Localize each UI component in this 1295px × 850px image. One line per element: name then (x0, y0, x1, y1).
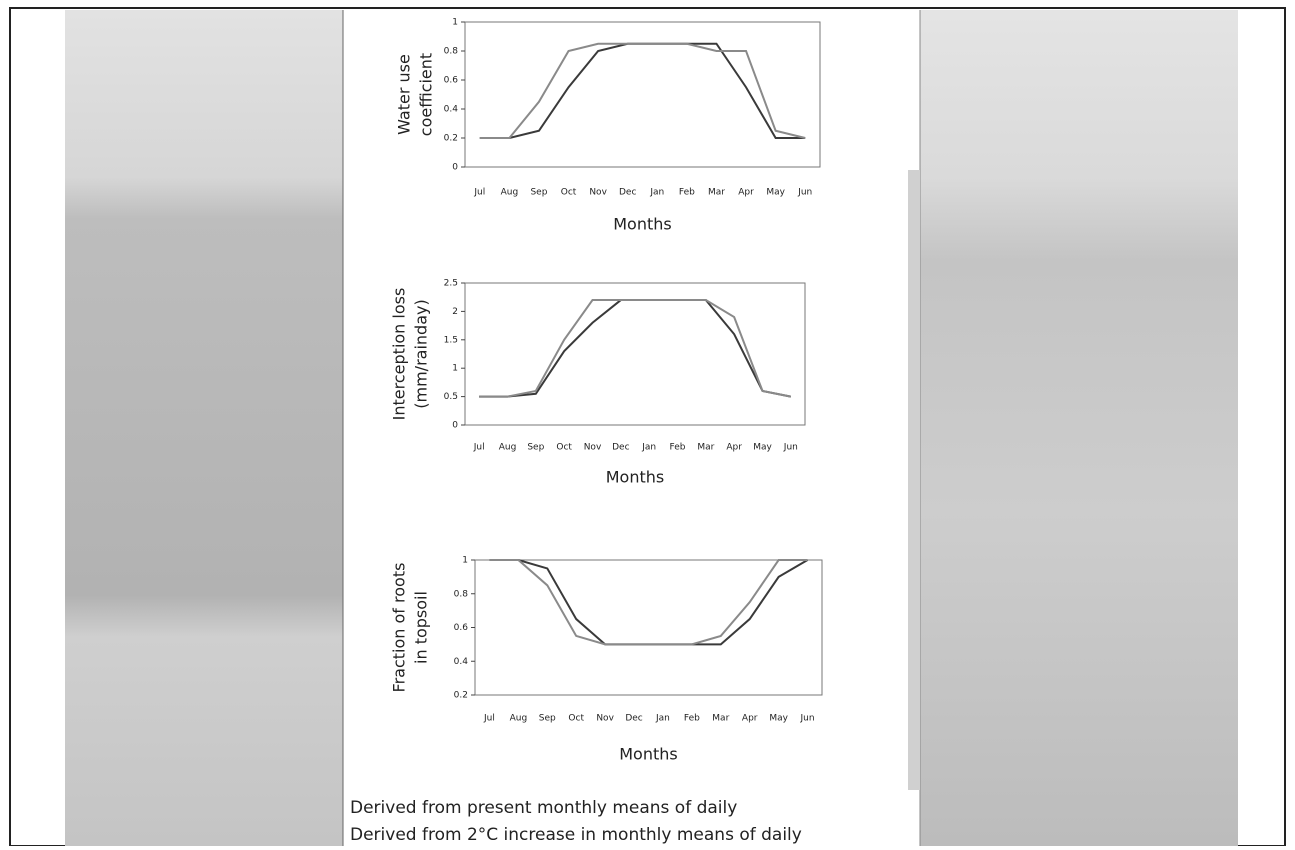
photo-left (65, 10, 343, 846)
series-line (489, 559, 808, 646)
x-tick-label: Apr (726, 443, 742, 453)
note: Derived from 2°C increase in monthly mea… (350, 825, 802, 845)
y-axis-label: Interception loss (390, 288, 409, 421)
y-tick-label: 2 (452, 307, 458, 317)
x-tick-label: Dec (625, 714, 642, 724)
x-tick-label: Jan (641, 443, 656, 453)
y-axis-label: Water use (395, 54, 414, 135)
y-axis-label: coefficient (417, 53, 436, 136)
x-tick-label: Jul (483, 714, 495, 724)
x-tick-label: Aug (501, 188, 519, 198)
x-tick-label: Jun (800, 714, 815, 724)
x-tick-label: Jun (783, 443, 798, 453)
y-tick-label: 0.2 (444, 134, 458, 144)
y-tick-label: 2.5 (444, 279, 458, 289)
panel-shade (908, 170, 920, 790)
series-line (479, 42, 806, 139)
series-line (479, 299, 792, 398)
x-tick-label: Sep (527, 443, 544, 453)
x-tick-label: Feb (679, 188, 695, 198)
note: Derived from present monthly means of da… (350, 798, 737, 818)
y-tick-label: 0.4 (444, 105, 459, 115)
x-tick-label: Feb (670, 443, 686, 453)
plot-area (464, 21, 821, 168)
x-tick-label: Mar (697, 443, 714, 453)
x-tick-label: Jun (797, 188, 812, 198)
y-tick-label: 0.5 (444, 392, 458, 402)
x-tick-label: Nov (584, 443, 602, 453)
x-tick-label: May (769, 714, 788, 724)
x-axis-label: Months (613, 215, 671, 234)
x-tick-label: Jan (655, 714, 670, 724)
photo-right (920, 10, 1238, 846)
plot-area (464, 282, 806, 426)
x-tick-label: Sep (539, 714, 556, 724)
x-tick-label: Apr (742, 714, 758, 724)
x-tick-label: Jan (649, 188, 664, 198)
x-tick-label: Nov (589, 188, 607, 198)
x-tick-label: Mar (708, 188, 725, 198)
x-tick-label: May (753, 443, 772, 453)
y-axis-label: Fraction of roots (390, 563, 409, 693)
x-tick-label: Dec (612, 443, 629, 453)
y-tick-label: 0.2 (454, 691, 468, 701)
x-tick-label: May (766, 188, 785, 198)
x-tick-label: Aug (499, 443, 517, 453)
x-tick-label: Jul (473, 188, 485, 198)
x-axis-label: Months (619, 745, 677, 764)
y-tick-label: 0.8 (454, 589, 469, 599)
center-panel (343, 10, 920, 846)
x-tick-label: Feb (684, 714, 700, 724)
x-tick-label: Dec (619, 188, 636, 198)
x-tick-label: Apr (738, 188, 754, 198)
y-tick-label: 1 (452, 18, 458, 28)
x-tick-label: Sep (530, 188, 547, 198)
y-axis-label: in topsoil (412, 591, 431, 664)
y-tick-label: 0 (452, 421, 458, 431)
y-tick-label: 1 (452, 364, 458, 374)
x-tick-label: Nov (596, 714, 614, 724)
y-tick-label: 0.6 (444, 76, 459, 86)
x-tick-label: Oct (561, 188, 577, 198)
y-tick-label: 1.5 (444, 335, 458, 345)
y-tick-label: 1 (462, 556, 468, 566)
x-tick-label: Jul (473, 443, 485, 453)
x-tick-label: Oct (556, 443, 572, 453)
y-tick-label: 0.6 (454, 623, 469, 633)
y-axis-label: (mm/rainday) (412, 299, 431, 408)
x-tick-label: Mar (712, 714, 729, 724)
y-tick-label: 0.4 (454, 657, 469, 667)
x-tick-label: Oct (568, 714, 584, 724)
y-tick-label: 0.8 (444, 47, 459, 57)
x-tick-label: Aug (510, 714, 528, 724)
x-axis-label: Months (606, 468, 664, 487)
y-tick-label: 0 (452, 163, 458, 173)
